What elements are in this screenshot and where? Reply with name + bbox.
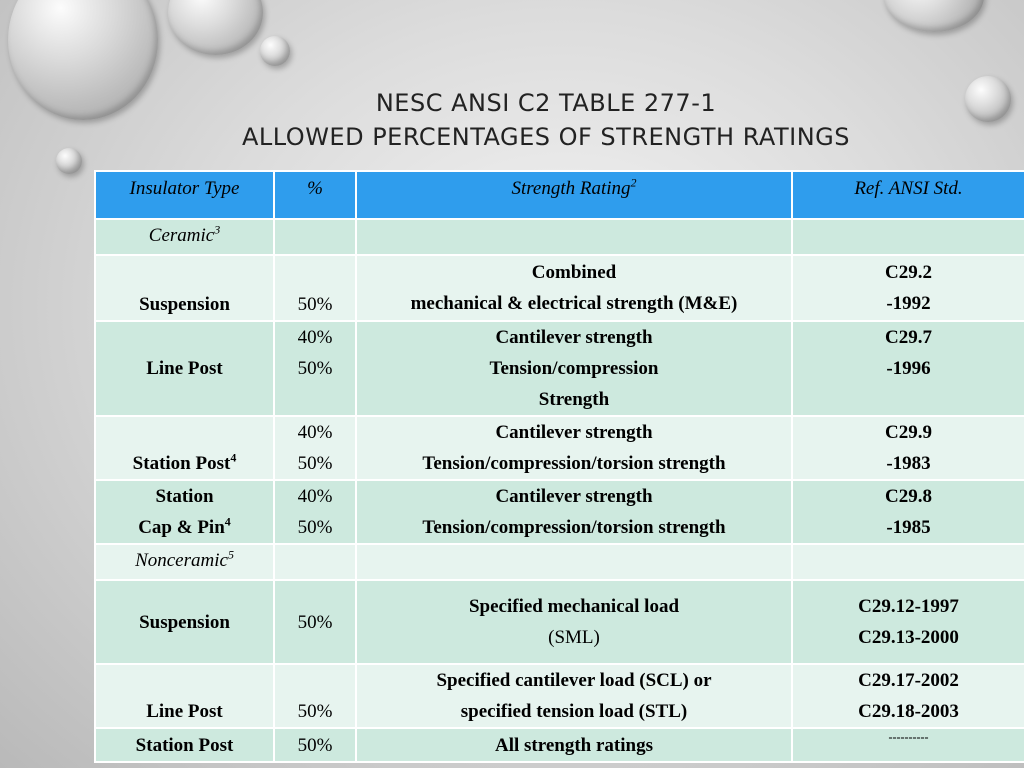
header-insulator-type: Insulator Type bbox=[94, 170, 275, 220]
insulator-type-cell: Station Post bbox=[94, 727, 275, 763]
percent-cell: 40% 50% bbox=[273, 415, 357, 481]
strength-rating-cell: Cantilever strength Tension/compression/t… bbox=[355, 415, 793, 481]
table-row-ceramic: Ceramic3 bbox=[94, 218, 1024, 256]
ref-std-cell: C29.12-1997 C29.13-2000 bbox=[791, 579, 1024, 665]
decorative-bubble bbox=[965, 76, 1011, 122]
table-row: Station Post 50% All strength ratings --… bbox=[94, 727, 1024, 763]
ref-std-cell: ---------- bbox=[791, 727, 1024, 763]
insulator-type-cell: Line Post bbox=[94, 663, 275, 729]
decorative-bubble bbox=[56, 148, 82, 174]
header-ref-ansi-std: Ref. ANSI Std. bbox=[791, 170, 1024, 220]
insulator-type-cell: Station Cap & Pin4 bbox=[94, 479, 275, 545]
strength-ratings-table: Insulator Type % Strength Rating2 Ref. A… bbox=[94, 170, 1024, 763]
insulator-type-cell: Station Post4 bbox=[94, 415, 275, 481]
decorative-bubble bbox=[260, 36, 290, 66]
title-line-1: NESC ANSI C2 TABLE 277-1 bbox=[375, 89, 717, 117]
header-strength-rating: Strength Rating2 bbox=[355, 170, 793, 220]
strength-rating-cell: Combined mechanical & electrical strength… bbox=[355, 254, 793, 322]
strength-rating-cell: Cantilever strength Tension/compression/t… bbox=[355, 479, 793, 545]
percent-cell: 40% 50% bbox=[273, 320, 357, 417]
ref-std-cell: C29.2 -1992 bbox=[791, 254, 1024, 322]
header-percent: % bbox=[273, 170, 357, 220]
insulator-type-cell: Suspension bbox=[94, 254, 275, 322]
percent-cell: 50% bbox=[273, 254, 357, 322]
title-line-2: ALLOWED PERCENTAGES OF STRENGTH RATINGS bbox=[242, 123, 850, 151]
decorative-bubble bbox=[168, 0, 263, 55]
percent-cell: 50% bbox=[273, 663, 357, 729]
table-header-row: Insulator Type % Strength Rating2 Ref. A… bbox=[94, 170, 1024, 220]
table-row: Suspension 50% Specified mechanical load… bbox=[94, 579, 1024, 665]
insulator-type-cell: Line Post bbox=[94, 320, 275, 417]
percent-cell: 40% 50% bbox=[273, 479, 357, 545]
table-row: Station Post4 40% 50% Cantilever strength… bbox=[94, 415, 1024, 481]
strength-rating-cell: All strength ratings bbox=[355, 727, 793, 763]
table-row: Suspension 50% Combined mechanical & elec… bbox=[94, 254, 1024, 322]
ref-std-cell: C29.17-2002 C29.18-2003 bbox=[791, 663, 1024, 729]
ref-std-cell: C29.9 -1983 bbox=[791, 415, 1024, 481]
strength-rating-cell: Specified mechanical load (SML) bbox=[355, 579, 793, 665]
table-row: Line Post 40% 50% Cantilever strength Tens… bbox=[94, 320, 1024, 417]
strength-rating-cell: Specified cantilever load (SCL) or specif… bbox=[355, 663, 793, 729]
table-row: Line Post 50% Specified cantilever load … bbox=[94, 663, 1024, 729]
percent-cell: 50% bbox=[273, 579, 357, 665]
percent-cell: 50% bbox=[273, 727, 357, 763]
decorative-bubble bbox=[884, 0, 984, 32]
table-row: Station Cap & Pin4 40% 50% Cantilever stre… bbox=[94, 479, 1024, 545]
slide-title: NESC ANSI C2 TABLE 277-1 ALLOWED PERCENT… bbox=[0, 86, 1024, 154]
strength-rating-cell: Cantilever strength Tension/compression St… bbox=[355, 320, 793, 417]
insulator-type-cell: Suspension bbox=[94, 579, 275, 665]
table-row-nonceramic: Nonceramic5 bbox=[94, 543, 1024, 581]
category-label: Nonceramic5 bbox=[94, 543, 275, 581]
ref-std-cell: C29.7 -1996 bbox=[791, 320, 1024, 417]
category-label: Ceramic3 bbox=[94, 218, 275, 256]
ref-std-cell: C29.8 -1985 bbox=[791, 479, 1024, 545]
